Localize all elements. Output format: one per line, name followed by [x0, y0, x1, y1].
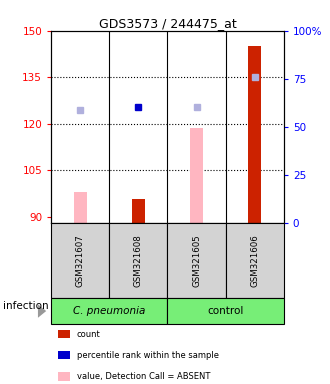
- Text: GSM321607: GSM321607: [76, 234, 85, 286]
- Text: GSM321608: GSM321608: [134, 234, 143, 286]
- Bar: [74, 192, 87, 223]
- Text: C. pneumonia: C. pneumonia: [73, 306, 146, 316]
- Bar: [132, 200, 145, 223]
- Bar: [190, 128, 203, 223]
- Text: percentile rank within the sample: percentile rank within the sample: [77, 351, 219, 360]
- Text: control: control: [208, 306, 244, 316]
- Bar: [248, 46, 261, 223]
- Text: value, Detection Call = ABSENT: value, Detection Call = ABSENT: [77, 372, 210, 381]
- Text: GSM321606: GSM321606: [250, 234, 259, 286]
- Text: infection: infection: [3, 301, 49, 311]
- Text: GSM321605: GSM321605: [192, 234, 201, 286]
- Title: GDS3573 / 244475_at: GDS3573 / 244475_at: [99, 17, 236, 30]
- Text: count: count: [77, 329, 101, 339]
